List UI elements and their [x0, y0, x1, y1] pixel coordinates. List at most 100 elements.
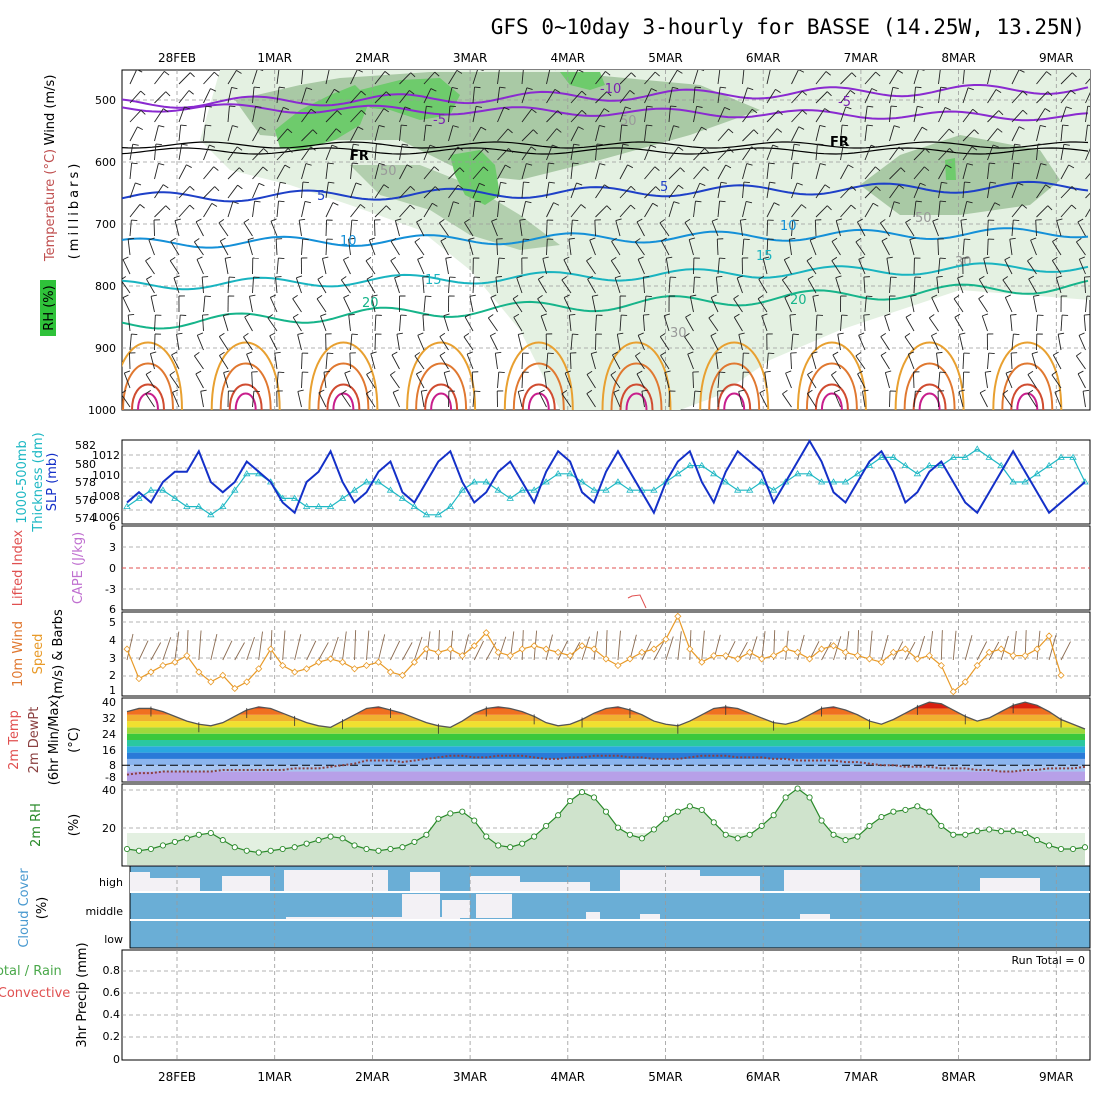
wind-barb [931, 297, 939, 313]
wind-barb [913, 166, 925, 180]
wind-barb [634, 241, 645, 256]
wind-barb [979, 392, 988, 408]
wind-barb-flag [223, 313, 230, 317]
temperature-contour [137, 392, 159, 410]
wind-barb [1055, 277, 1062, 294]
wind-barb-flag [941, 181, 948, 184]
wind-barb-flag [576, 182, 583, 186]
wind-barb [791, 109, 803, 123]
wind-barb [448, 87, 453, 104]
wind-barb [422, 277, 425, 294]
temp-tick: 8 [109, 759, 116, 772]
wind-barb-flag [1002, 390, 1009, 395]
wind-barb-flag [959, 332, 966, 335]
wind-barb [129, 126, 138, 142]
wind-barb-flag [451, 86, 458, 90]
wind10-barb [653, 642, 664, 661]
wind-barb [448, 201, 454, 218]
date-label: 3MAR [453, 1070, 488, 1084]
wind10-point [841, 648, 850, 656]
wind-barb-flag [439, 332, 446, 337]
wind-barb-flag [599, 163, 606, 166]
wind-barb-flag [880, 351, 887, 356]
wind-barb-flag [831, 237, 838, 242]
wind-barb [791, 126, 800, 142]
temp2m-label: 2m Temp [7, 710, 22, 770]
wind-barb-flag [784, 256, 790, 261]
rh-legend-swatch [40, 280, 56, 336]
rh2m-point [842, 837, 849, 844]
wind-barb [127, 239, 131, 256]
wind-barb-flag [214, 186, 220, 192]
wind-barb-flag [967, 87, 974, 91]
li-tick: 6 [109, 520, 116, 533]
rh2m-point [579, 789, 586, 796]
rh2m-point [231, 844, 238, 851]
wind-barb-flag [1094, 203, 1099, 206]
wind-barb [154, 163, 159, 180]
wind-barb-flag [761, 313, 768, 317]
wind10-point [806, 655, 814, 663]
wind-barb-flag [857, 370, 864, 375]
wind-barb-flag [292, 294, 298, 300]
wind-barb [595, 91, 608, 104]
thickness-point [422, 511, 431, 518]
wind-barb-flag [254, 200, 261, 203]
wind-barb-flag [958, 389, 966, 392]
wind-barb-flag [181, 143, 188, 146]
wind-barb-flag [921, 126, 928, 131]
wind-barb-flag [416, 218, 423, 223]
rh2m-point [614, 824, 622, 831]
wind-barb [978, 298, 988, 313]
wind-barb-flag [434, 71, 440, 77]
wind-barb [129, 163, 133, 180]
wind-barb [490, 297, 498, 313]
rh2m-point [770, 812, 777, 819]
wind-barb [301, 239, 304, 256]
wind-barb [399, 204, 411, 218]
wind-barb [1078, 335, 1086, 351]
wind-barb-flag [184, 106, 191, 110]
wind-barb [1009, 239, 1013, 256]
wind-barb [962, 87, 969, 104]
wind-barb [1078, 259, 1086, 275]
isotherm-label: 20 [790, 293, 807, 308]
wind-barb [619, 186, 632, 199]
wind-barb [1030, 239, 1037, 256]
wind-barb-flag [586, 370, 593, 375]
wind-barb [448, 184, 459, 199]
wind-barb [170, 241, 180, 256]
wind10-point [506, 652, 514, 660]
wind-barb-flag [1097, 186, 1100, 190]
wind-barb [423, 166, 435, 180]
wind-barb [717, 372, 720, 389]
wind10-barb [665, 636, 674, 661]
wind-barb [439, 336, 449, 351]
wind-barb-flag [610, 371, 617, 376]
wind-barb [325, 128, 337, 142]
wind-barb-flag [131, 219, 138, 222]
wind10-point [901, 645, 909, 653]
thickness-point [1057, 453, 1065, 460]
rh2m-point [746, 831, 753, 838]
thickness-point [506, 494, 514, 501]
chart-title: GFS 0~10day 3-hourly for BASSE (14.25W, … [491, 15, 1085, 39]
wind-barb-flag [1018, 126, 1025, 130]
wind10-point [386, 668, 395, 676]
thickness-point [734, 486, 742, 493]
wind-barb-flag [205, 105, 212, 108]
thickness-point [207, 511, 215, 518]
wind-barb-flag [328, 181, 335, 184]
thickness-point [159, 486, 167, 493]
wind-barb-flag [302, 181, 309, 184]
cloud-cover-panel: high middle low Cloud Cover (%) [17, 865, 1091, 949]
wind-barb-flag [1037, 143, 1044, 146]
thickness-point [757, 478, 766, 485]
wind-barb [791, 220, 794, 237]
wind-barb [252, 201, 256, 218]
date-label: 2MAR [355, 51, 390, 65]
wind-barb [301, 201, 306, 218]
wind-barb-flag [287, 148, 293, 153]
wind-barb-flag [738, 389, 745, 392]
date-label: 2MAR [355, 1070, 390, 1084]
